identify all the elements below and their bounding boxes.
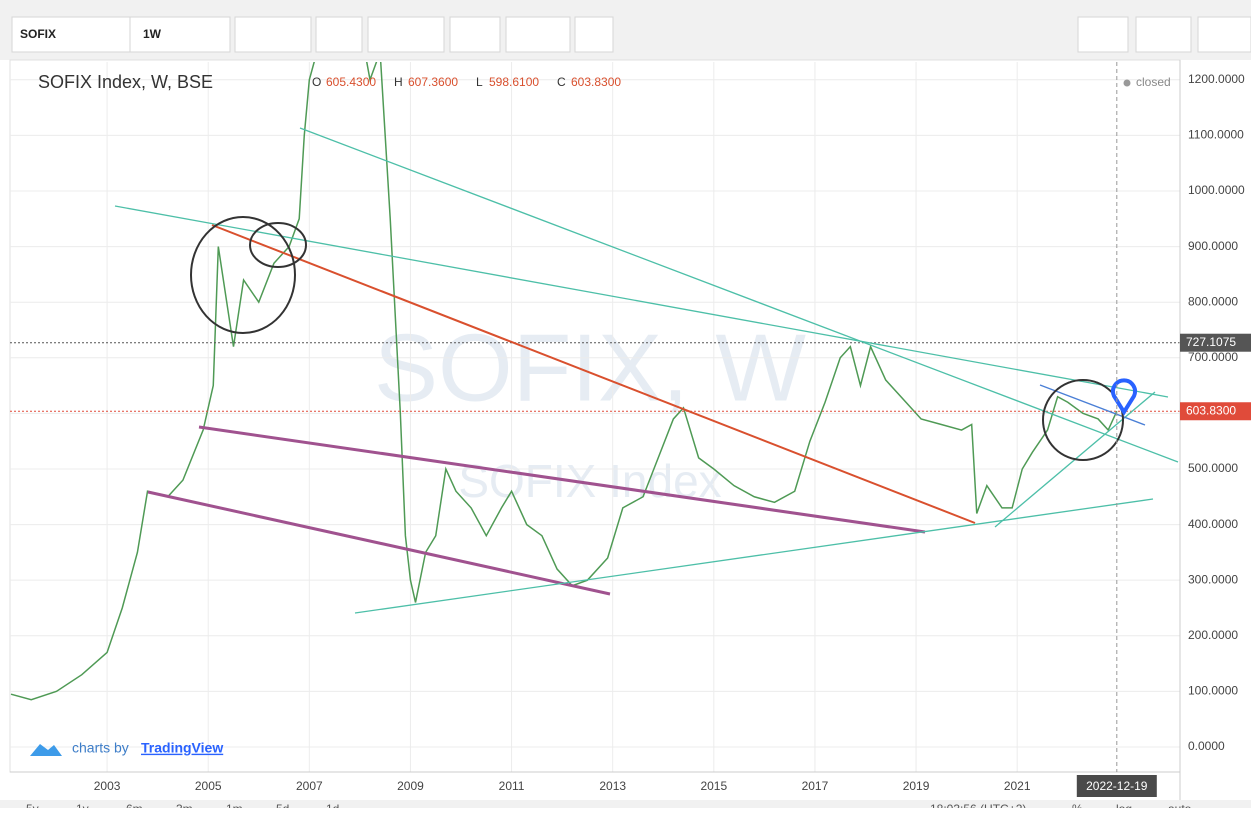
y-tick-label: 100.0000 bbox=[1188, 684, 1238, 698]
x-tick-label: 2007 bbox=[296, 779, 323, 793]
x-tick-label: 2021 bbox=[1004, 779, 1031, 793]
y-tick-label: 1000.0000 bbox=[1188, 183, 1245, 197]
y-tick-label: 700.0000 bbox=[1188, 350, 1238, 364]
range-btn[interactable]: 5d bbox=[276, 802, 289, 813]
range-btn[interactable]: 5y bbox=[26, 802, 39, 813]
y-tick-label: 800.0000 bbox=[1188, 294, 1238, 308]
marker bbox=[1111, 378, 1137, 416]
y-tick-label: 500.0000 bbox=[1188, 461, 1238, 475]
branding-name[interactable]: TradingView bbox=[141, 740, 223, 756]
low: 598.6100 bbox=[489, 75, 539, 89]
indicators-btn[interactable] bbox=[367, 16, 445, 53]
range-btn[interactable]: 1y bbox=[76, 802, 89, 813]
save-btn[interactable] bbox=[1197, 16, 1251, 53]
trend-line bbox=[211, 224, 976, 524]
range-btn[interactable]: 1d bbox=[326, 802, 339, 813]
range-btn[interactable]: 6m bbox=[126, 802, 143, 813]
branding-prefix: charts by bbox=[72, 740, 129, 756]
trend-line bbox=[198, 425, 926, 534]
trend-line bbox=[299, 127, 1179, 463]
x-tick-label: 2019 bbox=[903, 779, 930, 793]
symbol: SOFIX bbox=[20, 27, 56, 41]
status-dot bbox=[1123, 79, 1131, 87]
watermark-symbol: SOFIX, W bbox=[374, 314, 806, 421]
x-tick-label: 2015 bbox=[700, 779, 727, 793]
legend-title: SOFIX Index, W, BSE bbox=[38, 72, 213, 92]
y-tick-label: 0.0000 bbox=[1188, 739, 1225, 753]
o-label: O bbox=[312, 75, 321, 89]
h-label: H bbox=[394, 75, 403, 89]
circle-mark bbox=[249, 222, 307, 268]
x-tick-label: 2017 bbox=[802, 779, 829, 793]
x-tick-label: 2005 bbox=[195, 779, 222, 793]
snapshot-btn[interactable] bbox=[1077, 16, 1129, 53]
auto: auto bbox=[1168, 802, 1192, 808]
price-badge bbox=[1180, 402, 1251, 421]
y-tick-label: 300.0000 bbox=[1188, 572, 1238, 586]
trend-line bbox=[354, 498, 1154, 614]
x-tick-label: 2009 bbox=[397, 779, 424, 793]
trend-line bbox=[147, 490, 611, 596]
high: 607.3600 bbox=[408, 75, 458, 89]
open: 605.4300 bbox=[326, 75, 376, 89]
trend-line bbox=[114, 205, 1169, 398]
plot bbox=[10, 62, 1180, 772]
undo-redo-btn[interactable] bbox=[505, 16, 571, 53]
x-tick-label: 2003 bbox=[94, 779, 121, 793]
x-tick-label: 2011 bbox=[499, 779, 525, 793]
bottom-bar bbox=[0, 800, 1251, 808]
crosshair-badge bbox=[1076, 775, 1157, 797]
trend-line bbox=[1039, 384, 1146, 426]
status: closed bbox=[1136, 75, 1171, 89]
range-btn[interactable]: 1m bbox=[226, 802, 243, 813]
y-tick-label: 400.0000 bbox=[1188, 517, 1238, 531]
drawings bbox=[114, 127, 1179, 614]
circle-mark bbox=[190, 216, 296, 334]
compare-btn[interactable] bbox=[449, 16, 501, 53]
close: 603.8300 bbox=[571, 75, 621, 89]
price-badge bbox=[1180, 333, 1251, 352]
c-label: C bbox=[557, 75, 566, 89]
price-line bbox=[10, 62, 1118, 701]
load-btn[interactable] bbox=[1135, 16, 1192, 53]
symbol-box[interactable] bbox=[11, 16, 131, 53]
settings-btn[interactable] bbox=[315, 16, 363, 53]
fullscreen-btn[interactable] bbox=[574, 16, 614, 53]
x-tick-label: 2013 bbox=[599, 779, 626, 793]
logo bbox=[30, 744, 62, 756]
circle-mark bbox=[1042, 379, 1124, 461]
interval: 1W bbox=[143, 27, 162, 41]
log: log bbox=[1116, 802, 1132, 808]
y-tick-label: 900.0000 bbox=[1188, 239, 1238, 253]
range-btn[interactable]: 3m bbox=[176, 802, 193, 813]
l-label: L bbox=[476, 75, 483, 89]
plot-area bbox=[9, 59, 1181, 773]
price-badge-label: 603.8300 bbox=[1186, 403, 1236, 417]
y-tick-label: 1100.0000 bbox=[1188, 128, 1244, 142]
chart-type-btn[interactable] bbox=[234, 16, 312, 53]
price-badge-label: 727.1075 bbox=[1186, 335, 1236, 349]
crosshair-label: 2022-12-19 bbox=[1086, 779, 1148, 793]
time: 18:03:56 (UTC+2) bbox=[930, 802, 1026, 808]
y-tick-label: 1200.0000 bbox=[1188, 72, 1245, 86]
percent: % bbox=[1072, 802, 1083, 808]
y-tick-label: 200.0000 bbox=[1188, 628, 1238, 642]
watermark-name: SOFIX Index bbox=[458, 455, 721, 507]
interval-box[interactable] bbox=[129, 16, 231, 53]
